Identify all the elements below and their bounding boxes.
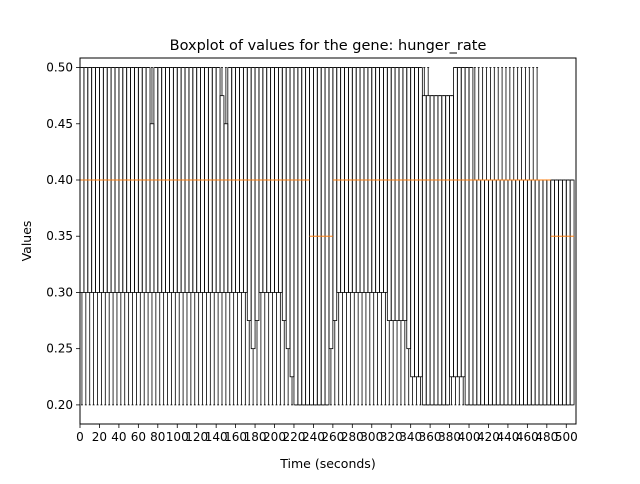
x-tick-label: 100 (166, 430, 189, 444)
x-tick-label: 40 (111, 430, 126, 444)
y-tick-label: 0.20 (46, 398, 73, 412)
box-506 (569, 179, 575, 406)
x-tick-label: 280 (341, 430, 364, 444)
y-tick-label: 0.35 (46, 229, 73, 243)
x-tick-label: 0 (76, 430, 84, 444)
x-tick-label: 80 (150, 430, 165, 444)
x-tick-label: 300 (360, 430, 383, 444)
x-tick-label: 440 (496, 430, 519, 444)
x-tick-label: 140 (205, 430, 228, 444)
y-tick-label: 0.30 (46, 285, 73, 299)
x-tick-label: 200 (263, 430, 286, 444)
x-tick-label: 20 (92, 430, 107, 444)
x-tick-label: 60 (131, 430, 146, 444)
x-tick-label: 240 (302, 430, 325, 444)
x-tick-label: 220 (283, 430, 306, 444)
x-tick-label: 320 (380, 430, 403, 444)
x-tick-label: 480 (535, 430, 558, 444)
y-tick-label: 0.45 (46, 117, 73, 131)
chart-title: Boxplot of values for the gene: hunger_r… (170, 38, 487, 54)
x-tick-label: 400 (458, 430, 481, 444)
x-tick-label: 160 (224, 430, 247, 444)
x-tick-label: 500 (555, 430, 578, 444)
x-tick-label: 420 (477, 430, 500, 444)
x-axis: 0 20 40 60 80 1001201401601802002202402602803… (76, 424, 578, 444)
x-tick-label: 380 (438, 430, 461, 444)
median-layer (80, 179, 575, 237)
y-axis-label: Values (19, 221, 34, 262)
y-tick-label: 0.50 (46, 61, 73, 75)
iqr-box (569, 179, 575, 406)
x-tick-label: 180 (244, 430, 267, 444)
y-axis: 0.20 0.25 0.30 0.35 0.40 0.45 0.50 (46, 61, 80, 412)
x-tick-label: 120 (185, 430, 208, 444)
y-tick-label: 0.25 (46, 342, 73, 356)
plot-frame (79, 57, 577, 425)
box-layer (79, 67, 575, 406)
x-tick-label: 260 (321, 430, 344, 444)
x-tick-label: 460 (516, 430, 539, 444)
y-tick-label: 0.40 (46, 173, 73, 187)
x-tick-label: 360 (419, 430, 442, 444)
x-tick-label: 340 (399, 430, 422, 444)
x-axis-label: Time (seconds) (279, 456, 375, 471)
